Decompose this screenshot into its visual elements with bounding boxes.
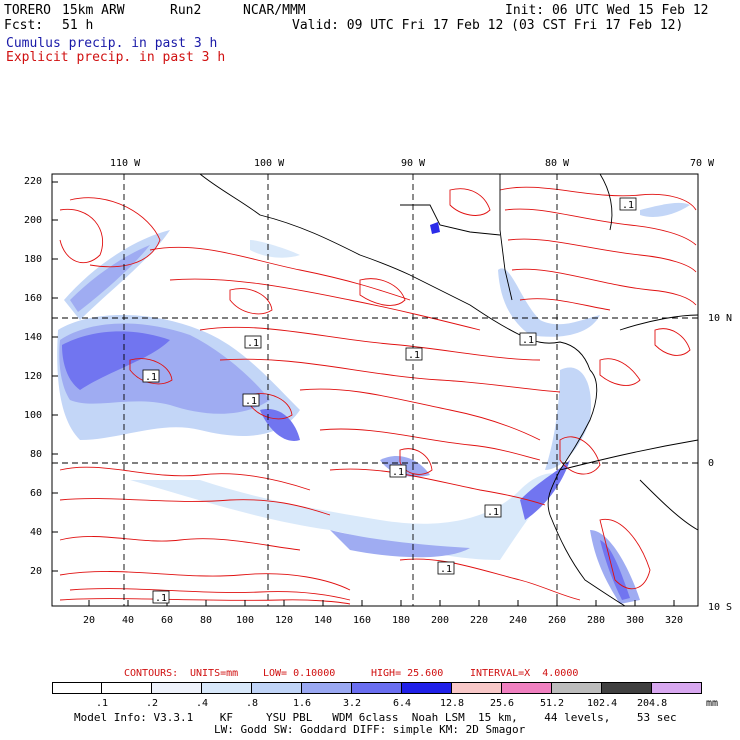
legend-label: .8 bbox=[246, 698, 259, 709]
x-tick-label: 200 bbox=[431, 615, 450, 626]
legend-unit: mm bbox=[706, 698, 719, 709]
x-tick-label: 240 bbox=[509, 615, 528, 626]
contour-label: .1 bbox=[247, 338, 260, 349]
interval-value: INTERVAL=X 4.0000 bbox=[470, 668, 579, 679]
legend-label: 1.6 bbox=[293, 698, 312, 709]
color-legend bbox=[52, 682, 702, 694]
low-value: LOW= 0.10000 bbox=[263, 668, 336, 679]
x-tick-label: 180 bbox=[392, 615, 411, 626]
x-tick-label: 80 bbox=[200, 615, 213, 626]
x-tick-label: 160 bbox=[353, 615, 372, 626]
contours-label: CONTOURS: bbox=[124, 668, 179, 679]
y-tick-label: 100 bbox=[24, 410, 43, 421]
model-info: Model Info: V3.3.1 KF YSU PBL WDM 6class… bbox=[74, 711, 677, 724]
contour-label: .1 bbox=[245, 396, 258, 407]
legend-swatch bbox=[602, 682, 652, 694]
x-tick-label: 260 bbox=[548, 615, 567, 626]
physics-info: LW: Godd SW: Goddard DIFF: simple KM: 2D… bbox=[214, 723, 526, 736]
x-tick-label: 280 bbox=[587, 615, 606, 626]
y-tick-label: 40 bbox=[30, 527, 43, 538]
x-tick-label: 60 bbox=[161, 615, 174, 626]
valid-time: Valid: 09 UTC Fri 17 Feb 12 (03 CST Fri … bbox=[292, 18, 684, 33]
legend-swatch bbox=[402, 682, 452, 694]
init-time: Init: 06 UTC Wed 15 Feb 12 bbox=[505, 3, 709, 18]
legend-label: 204.8 bbox=[637, 698, 668, 709]
y-tick-label: 20 bbox=[30, 566, 43, 577]
legend-label: 51.2 bbox=[540, 698, 565, 709]
y-tick-label: 160 bbox=[24, 293, 43, 304]
contour-label: .1 bbox=[155, 593, 168, 604]
legend-label: 12.8 bbox=[440, 698, 465, 709]
legend-swatch bbox=[102, 682, 152, 694]
coastlines bbox=[199, 173, 699, 607]
y-tick-label: 220 bbox=[24, 176, 43, 187]
lon-label: 110 W bbox=[110, 158, 141, 169]
contour-label: .1 bbox=[145, 372, 158, 383]
legend-swatch bbox=[302, 682, 352, 694]
contour-label: .1 bbox=[522, 335, 535, 346]
model-resolution: 15km ARW bbox=[62, 3, 125, 18]
lon-label: 80 W bbox=[545, 158, 570, 169]
color-legend-frame bbox=[52, 682, 702, 694]
y-tick-label: 140 bbox=[24, 332, 43, 343]
legend-label: 6.4 bbox=[393, 698, 412, 709]
legend-swatch bbox=[52, 682, 102, 694]
lat-label: 10 N bbox=[708, 313, 733, 324]
legend-swatch bbox=[452, 682, 502, 694]
forecast-hours: 51 h bbox=[62, 18, 94, 33]
lon-label: 70 W bbox=[690, 158, 715, 169]
run-label: Run2 bbox=[170, 3, 202, 18]
lat-label: 10 S bbox=[708, 602, 733, 613]
x-tick-label: 120 bbox=[275, 615, 294, 626]
legend-swatch bbox=[202, 682, 252, 694]
x-tick-label: 320 bbox=[665, 615, 684, 626]
legend-label: 102.4 bbox=[587, 698, 618, 709]
x-tick-label: 40 bbox=[122, 615, 135, 626]
center-label: NCAR/MMM bbox=[243, 3, 306, 18]
legend-swatch bbox=[352, 682, 402, 694]
x-tick-label: 220 bbox=[470, 615, 489, 626]
contour-value-boxes bbox=[142, 197, 637, 604]
legend-swatch bbox=[152, 682, 202, 694]
precip-map: .1 .1 .1 .1 .1 .1 .1 .1 .1 .1 bbox=[0, 150, 740, 620]
legend-swatch bbox=[502, 682, 552, 694]
y-tick-label: 60 bbox=[30, 488, 43, 499]
legend-label: 25.6 bbox=[490, 698, 515, 709]
lat-label: 0 bbox=[708, 458, 715, 469]
lon-label: 100 W bbox=[254, 158, 285, 169]
y-tick-label: 180 bbox=[24, 254, 43, 265]
contour-label: .1 bbox=[487, 507, 500, 518]
map-canvas bbox=[51, 173, 699, 607]
x-tick-label: 20 bbox=[83, 615, 96, 626]
contour-label: .1 bbox=[622, 200, 635, 211]
contour-label: .1 bbox=[392, 467, 405, 478]
explicit-precip-contours bbox=[59, 186, 697, 605]
high-value: HIGH= 25.600 bbox=[371, 668, 444, 679]
x-tick-label: 300 bbox=[626, 615, 645, 626]
model-name: TORERO bbox=[4, 3, 51, 18]
contour-label: .1 bbox=[440, 564, 453, 575]
y-tick-label: 120 bbox=[24, 371, 43, 382]
cumulus-field-label: Cumulus precip. in past 3 h bbox=[6, 36, 218, 51]
lon-label: 90 W bbox=[401, 158, 426, 169]
forecast-label: Fcst: bbox=[4, 18, 44, 33]
legend-label: .2 bbox=[146, 698, 159, 709]
y-tick-label: 200 bbox=[24, 215, 43, 226]
y-tick-label: 80 bbox=[30, 449, 43, 460]
contour-label: .1 bbox=[408, 350, 421, 361]
x-tick-label: 100 bbox=[236, 615, 255, 626]
legend-label: .1 bbox=[96, 698, 109, 709]
legend-label: 3.2 bbox=[343, 698, 362, 709]
legend-swatch bbox=[552, 682, 602, 694]
cumulus-precip-areas bbox=[57, 202, 690, 604]
legend-swatch bbox=[252, 682, 302, 694]
units-label: UNITS=mm bbox=[190, 668, 239, 679]
legend-label: .4 bbox=[196, 698, 209, 709]
axis-ticks bbox=[52, 181, 675, 606]
explicit-field-label: Explicit precip. in past 3 h bbox=[6, 50, 226, 65]
x-tick-label: 140 bbox=[314, 615, 333, 626]
lat-lon-grid bbox=[52, 174, 698, 606]
